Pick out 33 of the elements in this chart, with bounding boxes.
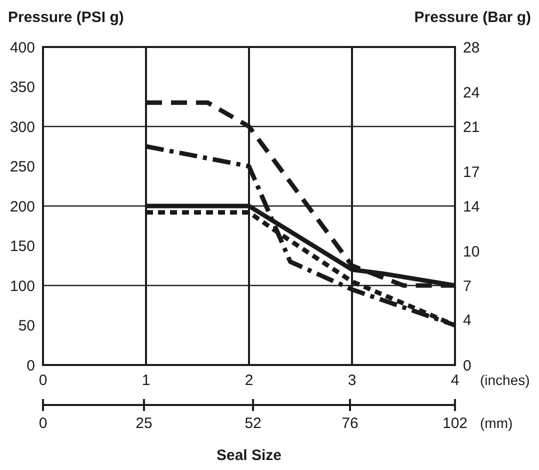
- y2-tick-label: 10: [463, 244, 480, 261]
- y-tick-label: 150: [10, 238, 35, 255]
- x2-tick-label: 0: [38, 415, 48, 432]
- y-tick-label: 400: [10, 39, 35, 56]
- x2-tick-label: 102: [442, 415, 468, 432]
- y2-axis-title: Pressure (Bar g): [414, 9, 531, 26]
- text: (inches): [480, 372, 530, 388]
- y2-tick-label: 21: [463, 118, 480, 136]
- y-tick-label: 100: [10, 278, 35, 295]
- x-axis-title: Seal Size: [216, 447, 282, 464]
- y2-tick-label: 28: [463, 39, 480, 56]
- y2-tick-label: 4: [463, 312, 472, 329]
- x-tick-label: 2: [244, 372, 254, 389]
- y-tick-label: 200: [10, 198, 35, 216]
- y-tick-label: 250: [10, 158, 35, 176]
- x-tick-label: 0: [38, 372, 48, 389]
- text: (mm): [480, 415, 513, 431]
- x-tick-label: 4: [450, 372, 460, 389]
- y-tick-label: 50: [18, 318, 35, 334]
- y-axis-title: Pressure (PSI g): [8, 9, 124, 26]
- x-tick-label: 1: [142, 372, 150, 389]
- x-tick-label: 3: [348, 372, 356, 389]
- y2-tick-label: 7: [463, 278, 472, 295]
- x2-tick-label: 76: [342, 415, 358, 432]
- y2-tick-label: 0: [463, 357, 472, 374]
- y2-tick-label: 17: [463, 164, 480, 182]
- y-tick-label: 350: [10, 79, 35, 96]
- y2-tick-label: 14: [463, 198, 480, 216]
- x2-tick-label: 52: [244, 415, 262, 432]
- y2-tick-label: 24: [463, 84, 480, 102]
- y-tick-label: 300: [10, 118, 35, 136]
- y-tick-label: 0: [26, 357, 35, 374]
- x2-tick-label: 25: [136, 415, 152, 432]
